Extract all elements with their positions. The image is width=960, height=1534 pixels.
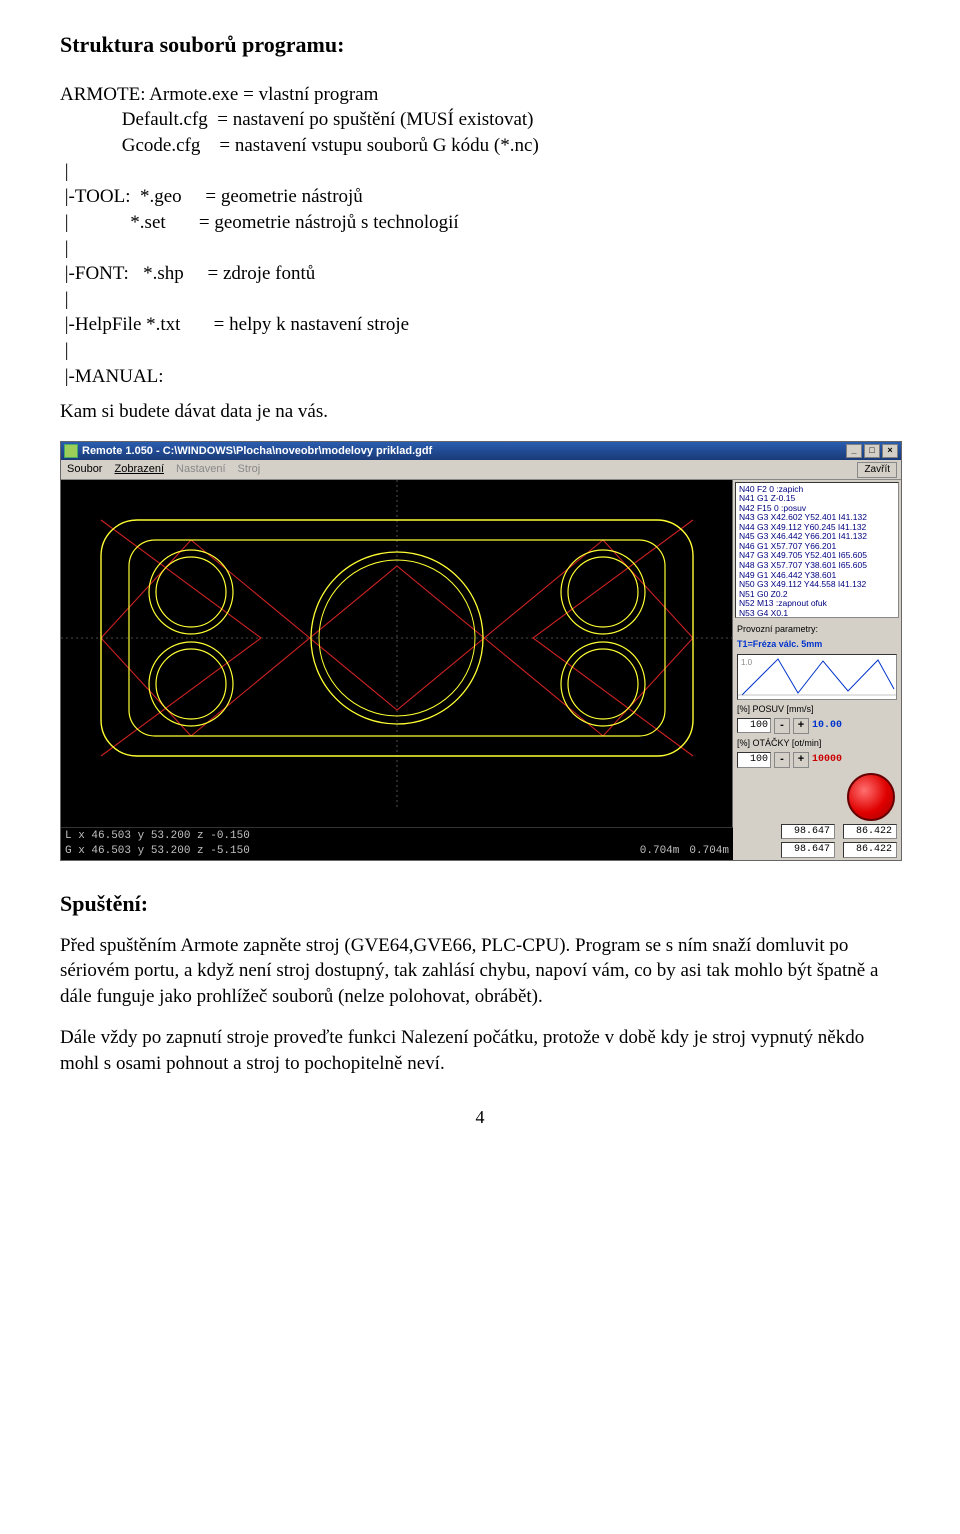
feedrate-graph: 1.0	[737, 654, 897, 700]
gcode-listing[interactable]: N40 F2 0 :zapich N41 G1 Z-0.15 N42 F15 0…	[735, 482, 899, 618]
minimize-button[interactable]: _	[846, 444, 862, 458]
posuv-plus[interactable]: +	[793, 718, 809, 734]
paragraph-kam-si: Kam si budete dávat data je na vás.	[60, 399, 900, 425]
otacky-plus[interactable]: +	[793, 752, 809, 768]
readout-a1: 98.647	[781, 824, 835, 840]
status-dim2: 0.704m	[689, 844, 729, 859]
posuv-minus[interactable]: -	[774, 718, 790, 734]
directory-tree: ARMOTE: Armote.exe = vlastní program Def…	[60, 82, 900, 390]
toolpath-drawing	[61, 480, 733, 810]
posuv-pct: 100	[737, 718, 771, 734]
menu-soubor[interactable]: Soubor	[67, 462, 102, 477]
paragraph-start-2: Dále vždy po zapnutí stroje proveďte fun…	[60, 1025, 900, 1076]
document-page: Struktura souborů programu: ARMOTE: Armo…	[0, 0, 960, 1169]
provozni-label: Provozní parametry:	[737, 623, 897, 635]
menu-zobrazeni[interactable]: Zobrazení	[114, 462, 164, 477]
readout-a2: 86.422	[843, 824, 897, 840]
otacky-value: 10000	[812, 753, 842, 767]
menubar: Soubor Zobrazení Nastavení Stroj Zavřít	[61, 460, 901, 480]
parameters-panel: Provozní parametry: T1=Fréza válc. 5mm 1…	[733, 620, 901, 860]
menu-stroj[interactable]: Stroj	[238, 462, 261, 477]
side-panel: N40 F2 0 :zapich N41 G1 Z-0.15 N42 F15 0…	[733, 480, 901, 860]
app-body: L x 46.503 y 53.200 z -0.150 G x 46.503 …	[61, 480, 901, 860]
otacky-minus[interactable]: -	[774, 752, 790, 768]
status-l-row: L x 46.503 y 53.200 z -0.150	[65, 829, 250, 844]
app-screenshot: Remote 1.050 - C:\WINDOWS\Plocha\noveobr…	[60, 441, 902, 861]
menu-nastaveni[interactable]: Nastavení	[176, 462, 226, 477]
readout-row-1: 98.647 86.422	[737, 824, 897, 840]
emergency-stop-button[interactable]	[847, 773, 895, 821]
maximize-button[interactable]: □	[864, 444, 880, 458]
cad-viewport[interactable]	[61, 480, 733, 827]
paragraph-start-1: Před spuštěním Armote zapněte stroj (GVE…	[60, 933, 900, 1010]
app-icon	[64, 444, 78, 458]
tool-label: T1=Fréza válc. 5mm	[737, 639, 822, 649]
page-number: 4	[60, 1105, 900, 1129]
heading-structure: Struktura souborů programu:	[60, 30, 900, 60]
svg-text:1.0: 1.0	[741, 658, 753, 667]
readout-b2: 86.422	[843, 842, 897, 858]
posuv-row: [%] POSUV [mm/s]	[737, 703, 897, 715]
panel-close-button[interactable]: Zavřít	[857, 462, 897, 478]
heading-start: Spuštění:	[60, 889, 900, 919]
close-button[interactable]: ×	[882, 444, 898, 458]
posuv-value: 10.00	[812, 719, 842, 733]
readout-b1: 98.647	[781, 842, 835, 858]
status-g-row: G x 46.503 y 53.200 z -5.150	[65, 844, 250, 859]
window-title: Remote 1.050 - C:\WINDOWS\Plocha\noveobr…	[82, 444, 432, 459]
status-dim1: 0.704m	[640, 844, 680, 859]
titlebar: Remote 1.050 - C:\WINDOWS\Plocha\noveobr…	[61, 442, 901, 460]
otacky-label: [%] OTÁČKY [ot/min]	[737, 737, 821, 749]
otacky-pct: 100	[737, 752, 771, 768]
readout-row-2: 98.647 86.422	[737, 842, 897, 858]
otacky-row: [%] OTÁČKY [ot/min]	[737, 737, 897, 749]
posuv-label: [%] POSUV [mm/s]	[737, 703, 814, 715]
status-bar: L x 46.503 y 53.200 z -0.150 G x 46.503 …	[61, 827, 733, 860]
